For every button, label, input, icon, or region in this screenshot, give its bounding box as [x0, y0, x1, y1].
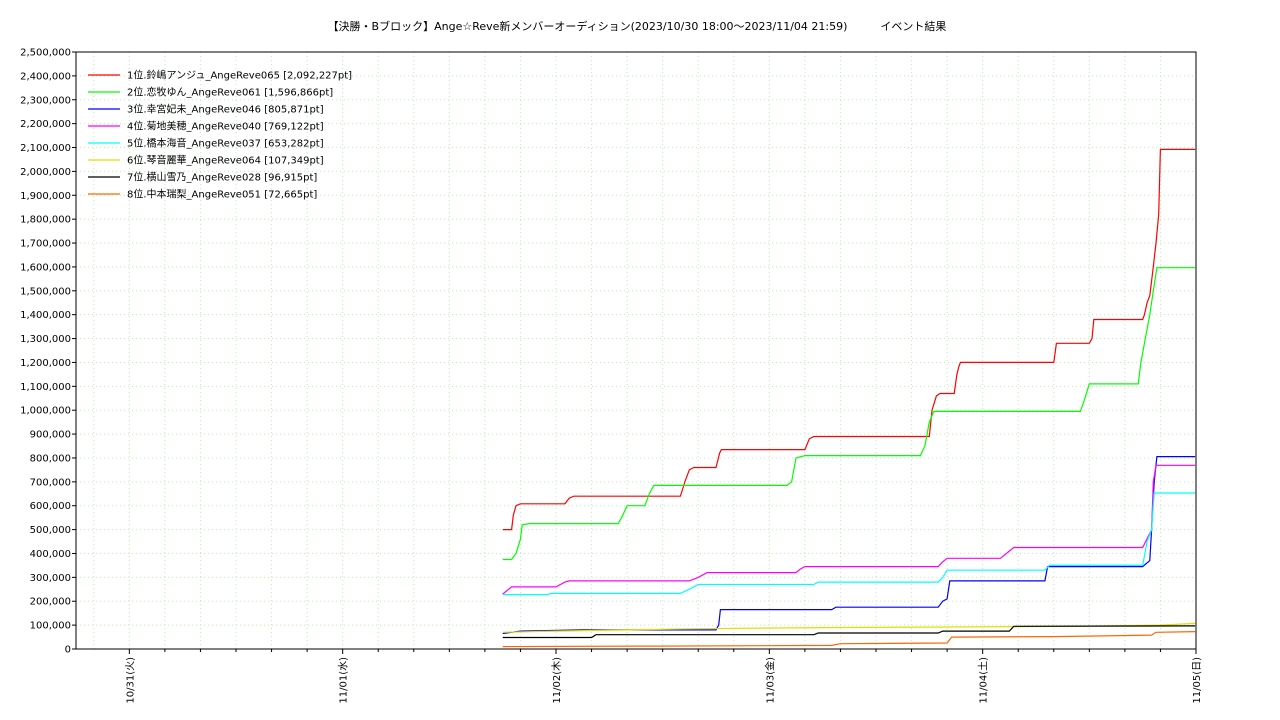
legend-label-8: 8位.中本瑞梨_AngeReve051 [72,665pt]	[127, 188, 317, 201]
y-tick-label: 300,000	[30, 573, 71, 584]
series-line-3	[502, 456, 1196, 635]
legend-label-7: 7位.横山雪乃_AngeReve028 [96,915pt]	[127, 171, 317, 184]
y-tick-label: 200,000	[30, 597, 71, 608]
y-tick-label: 1,600,000	[20, 262, 71, 273]
y-tick-label: 1,700,000	[20, 239, 71, 250]
y-tick-label: 2,200,000	[20, 119, 71, 130]
series-line-4	[502, 464, 1196, 595]
x-tick-label: 11/01(水)	[338, 657, 350, 704]
legend-label-3: 3位.幸宮妃未_AngeReve046 [805,871pt]	[127, 103, 324, 116]
y-tick-label: 1,000,000	[20, 406, 71, 417]
x-tick-label: 11/05(日)	[1192, 657, 1203, 704]
series-line-2	[502, 267, 1196, 561]
x-tick-label: 10/31(火)	[124, 657, 136, 704]
y-tick-label: 1,400,000	[20, 310, 71, 321]
y-tick-label: 600,000	[30, 501, 71, 512]
y-tick-label: 0	[65, 645, 71, 656]
y-tick-label: 1,800,000	[20, 215, 71, 226]
y-tick-label: 1,200,000	[20, 358, 71, 369]
legend: 1位.鈴嶋アンジュ_AngeReve065 [2,092,227pt] 2位.恋牧…	[88, 69, 352, 201]
y-axis: 0 100,000 200,000 300,000 400,000 500,000 600,…	[20, 48, 76, 656]
series-line-1	[502, 148, 1196, 531]
legend-label-1: 1位.鈴嶋アンジュ_AngeReve065 [2,092,227pt]	[127, 69, 352, 82]
x-tick-label: 11/04(土)	[977, 657, 990, 704]
y-tick-label: 1,900,000	[20, 191, 71, 202]
legend-label-5: 5位.橋本海音_AngeReve037 [653,282pt]	[127, 137, 324, 150]
y-tick-label: 900,000	[30, 430, 71, 441]
y-tick-label: 2,400,000	[20, 71, 71, 82]
y-tick-label: 1,300,000	[20, 334, 71, 345]
y-tick-label: 2,300,000	[20, 95, 71, 106]
x-tick-label: 11/03(金)	[763, 657, 776, 704]
chart-title: 【決勝・Bブロック】Ange☆Reve新メンバーオーディション(2023/10/…	[328, 19, 947, 33]
y-tick-label: 1,500,000	[20, 286, 71, 297]
y-tick-label: 800,000	[30, 453, 71, 464]
y-tick-label: 2,000,000	[20, 167, 71, 178]
y-tick-label: 2,500,000	[20, 48, 71, 59]
series-lines	[502, 148, 1196, 648]
x-axis: 10/31(火) 11/01(水) 11/02(木) 11/03(金) 11/04(土)…	[124, 649, 1203, 704]
y-tick-label: 700,000	[30, 477, 71, 488]
y-tick-label: 400,000	[30, 549, 71, 560]
y-tick-label: 1,100,000	[20, 382, 71, 393]
series-line-8	[502, 631, 1196, 648]
x-tick-label: 11/02(木)	[551, 657, 563, 704]
legend-label-6: 6位.琴音麗華_AngeReve064 [107,349pt]	[127, 154, 324, 167]
grid	[76, 52, 1196, 649]
y-tick-label: 2,100,000	[20, 143, 71, 154]
series-line-7	[502, 625, 1196, 639]
series-line-6	[502, 622, 1196, 633]
plot-frame	[75, 51, 1197, 650]
y-tick-label: 100,000	[30, 621, 71, 632]
legend-label-2: 2位.恋牧ゆん_AngeReve061 [1,596,866pt]	[127, 86, 333, 99]
legend-label-4: 4位.菊地美穂_AngeReve040 [769,122pt]	[127, 120, 324, 133]
y-tick-label: 500,000	[30, 525, 71, 536]
series-line-5	[502, 492, 1196, 596]
